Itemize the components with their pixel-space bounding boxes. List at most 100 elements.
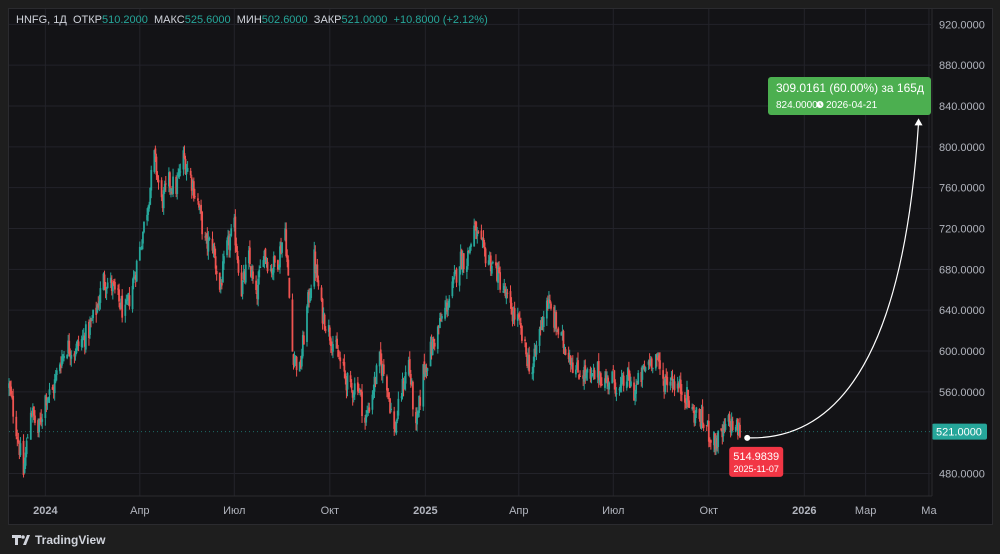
candle-body [401,378,404,397]
candle-body [307,292,309,308]
candle-body [287,259,290,276]
symbol-label[interactable]: HNFG, 1Д [16,14,67,26]
candle-body [31,407,34,416]
candle-body [169,172,171,188]
candle-layer [8,145,741,478]
candle-body [324,329,327,331]
candle-body [437,325,440,327]
candle-body [545,300,548,319]
candle-body [532,363,535,374]
candle-body [488,256,491,262]
candle-body [53,379,56,394]
candle-body [568,356,571,362]
candle-body [533,348,536,362]
candle-body [73,353,76,357]
candle-body [320,287,323,301]
candle-body [106,282,109,288]
candle-body [546,299,549,309]
candle-body [426,368,429,372]
candle-body [243,271,246,281]
candle-body [395,421,398,434]
candle-body [424,364,427,377]
candle-body [504,289,507,296]
candle-body [430,342,433,354]
candle-body [491,262,494,264]
candle-body [338,358,341,360]
candle-body [708,440,711,443]
candle-body [69,351,72,358]
candle-body [374,377,377,385]
candle-body [213,246,216,255]
candle-body [132,276,135,283]
candle-body [604,378,606,388]
candle-body [731,421,734,430]
candle-body [286,254,289,263]
candle-body [440,319,442,322]
candle-body [686,387,688,403]
candle-body [584,365,587,377]
candle-body [627,369,630,377]
candle-body [277,260,279,270]
candle-body [343,362,346,372]
candle-body [611,371,614,384]
candle-body [257,278,260,300]
candle-body [649,358,652,366]
last-price-tag [932,423,987,440]
candle-body [24,452,27,466]
candle-body [678,379,681,387]
candle-body [591,374,594,376]
candle-body [345,377,348,391]
tradingview-logo[interactable]: TradingView [12,533,105,547]
candle-body [102,273,105,290]
candle-body [525,342,527,355]
candle-body [576,362,578,370]
candle-body [582,375,585,379]
candle-body [316,264,319,283]
candle-body [263,250,266,262]
candle-body [585,372,588,379]
candle-body [134,275,137,280]
candle-body [425,367,428,373]
candle-body [95,307,98,315]
start-price-label: 514.9839 [733,451,779,463]
candle-body [618,388,621,391]
candle-body [10,386,12,394]
candle-body [63,355,65,359]
candle-body [470,244,472,247]
tradingview-logo-icon [12,535,30,545]
candle-body [695,407,698,413]
candle-body [687,389,689,401]
candle-body [460,249,463,270]
candle-body [730,418,733,433]
candle-body [600,383,603,386]
candle-body [436,326,439,349]
candle-body [161,196,164,209]
candle-body [717,431,720,448]
start-label-box [729,446,784,477]
candle-body [365,414,368,423]
candle-body [685,400,687,405]
x-tick-label: 2025 [413,505,437,517]
candle-body [167,172,170,187]
projection-start-point [744,434,751,441]
candle-body [677,383,680,389]
candle-body [388,392,390,398]
candle-body [714,433,716,450]
candle-body [208,237,211,240]
candle-body [255,280,258,290]
candle-body [150,169,153,191]
candle-body [364,417,367,423]
y-tick-label: 800.0000 [939,142,985,154]
y-tick-label: 760.0000 [939,183,985,195]
candle-body [720,428,723,431]
y-tick-label: 560.0000 [939,387,985,399]
candle-body [244,264,247,283]
candle-body [608,382,611,390]
candle-body [415,411,417,424]
candle-body [301,335,304,357]
candle-body [332,344,334,352]
candle-body [226,240,228,256]
candle-body [659,360,661,369]
